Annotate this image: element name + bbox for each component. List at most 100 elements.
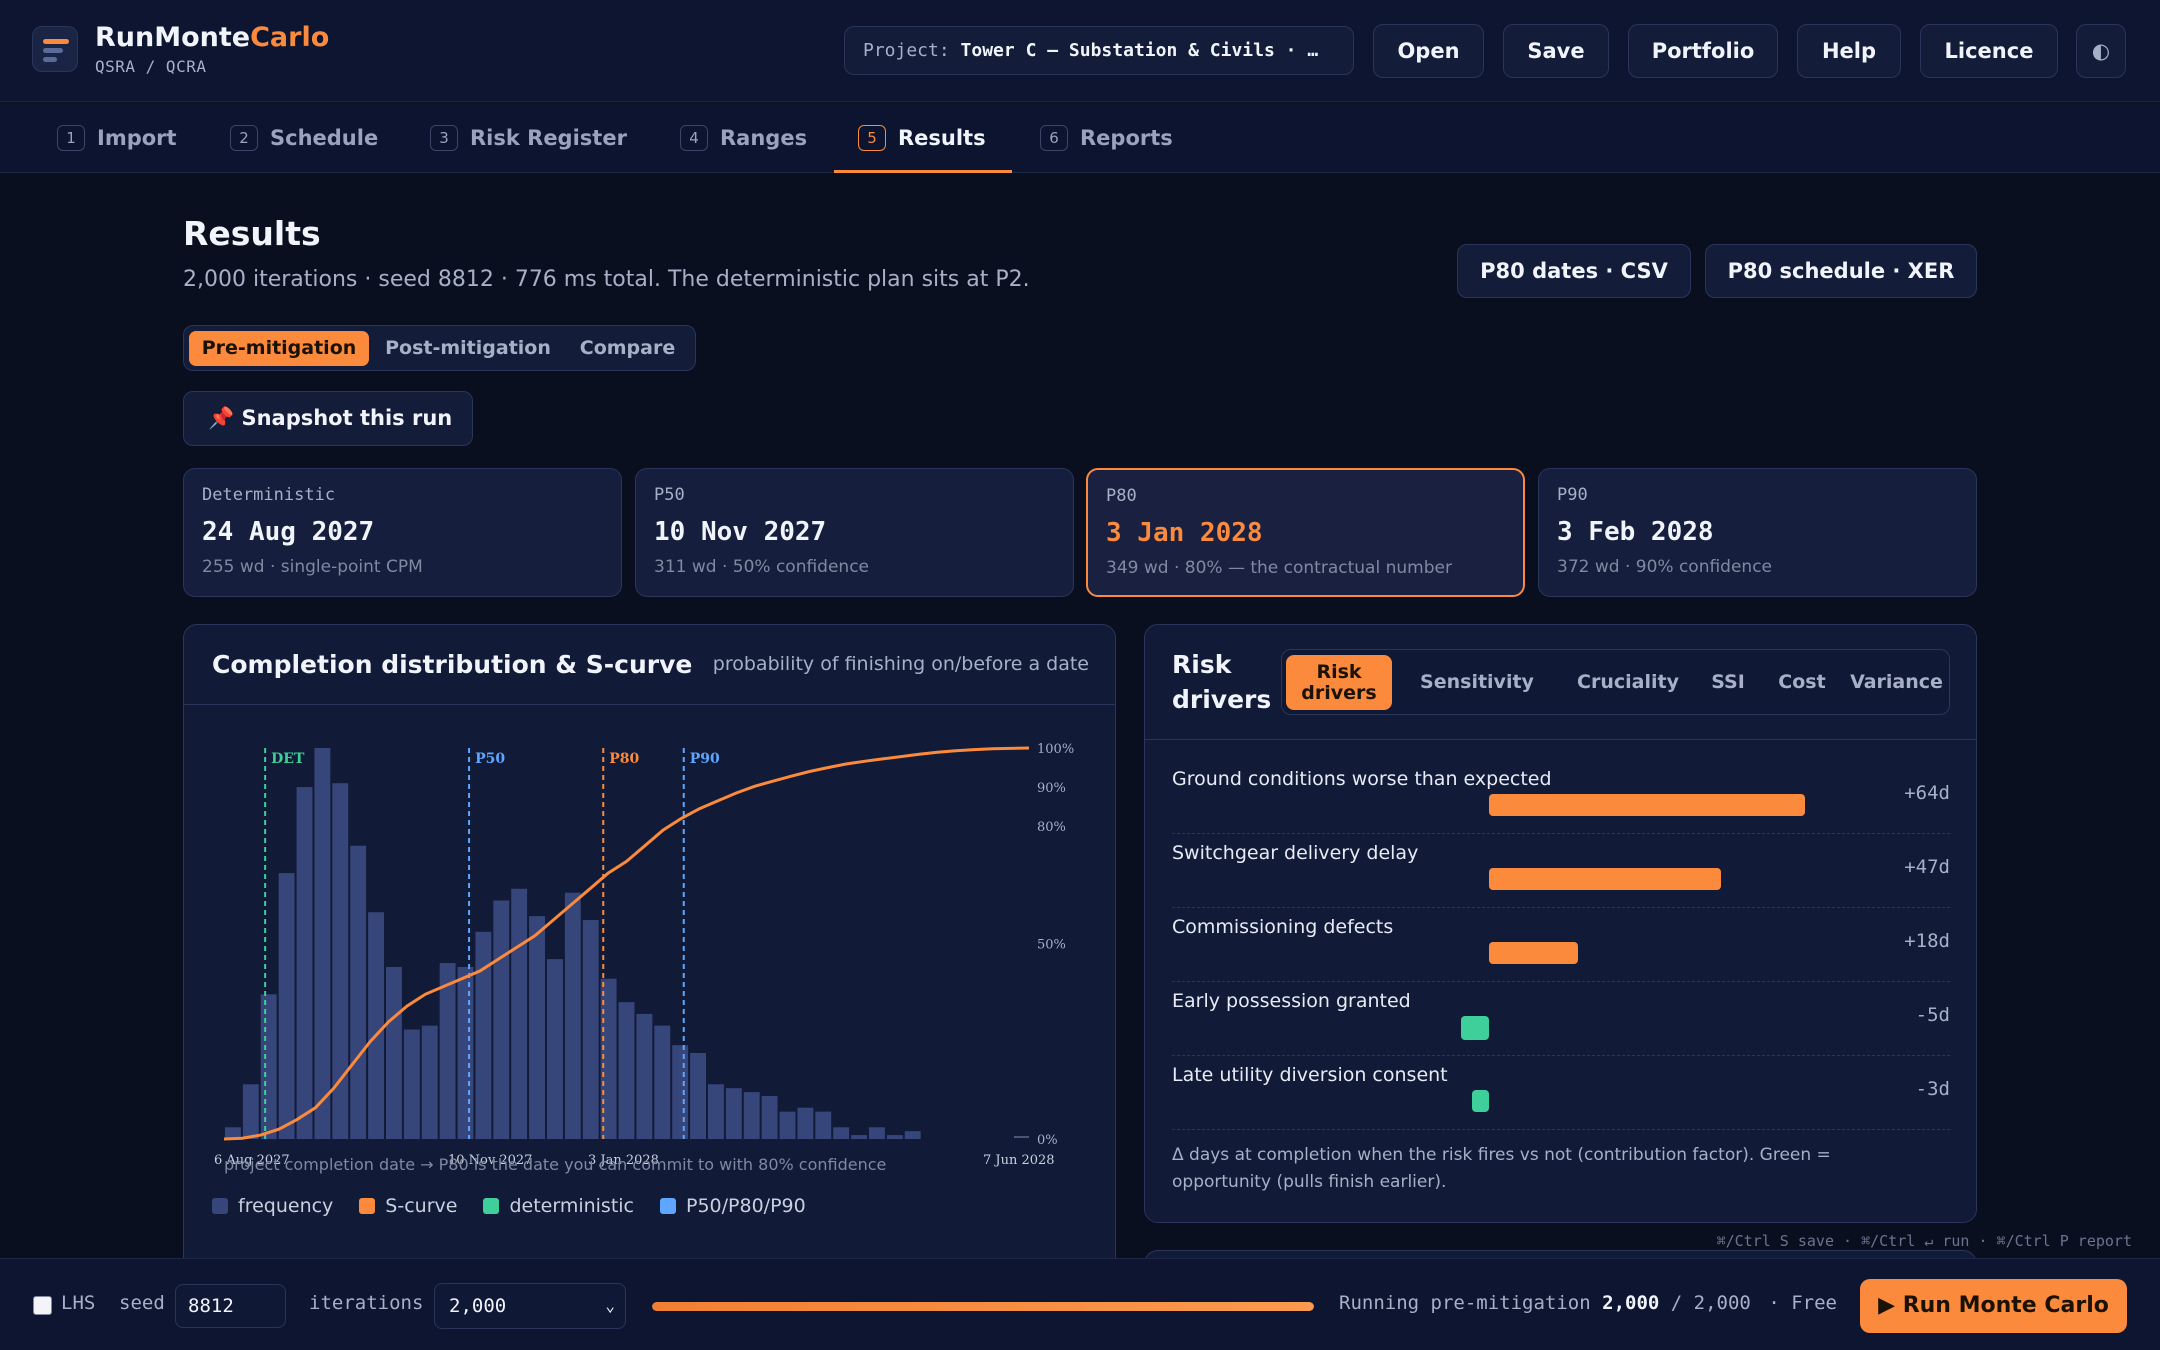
risk-driver-row[interactable]: Switchgear delivery delay +47d [1172, 834, 1950, 908]
histogram-bar [278, 873, 295, 1139]
theme-toggle-icon[interactable]: ◐ [2076, 24, 2126, 78]
tab-ssi[interactable]: SSI [1711, 671, 1745, 693]
histogram-bar [797, 1107, 814, 1139]
tab-cost[interactable]: Cost [1778, 671, 1826, 693]
kpi-label: P50 [654, 485, 685, 505]
risk-name: Commissioning defects [1172, 916, 1394, 938]
histogram-bar [242, 1084, 259, 1139]
risk-driver-row[interactable]: Ground conditions worse than expected +64… [1172, 760, 1950, 834]
kpi-p50: P50 10 Nov 2027 311 wd · 50% confidence [635, 468, 1074, 597]
run-status: Running pre-mitigation 2,000 / 2,000 · F… [1339, 1292, 1837, 1314]
tab-risk-register[interactable]: 3 Risk Register [430, 103, 627, 173]
histogram-bar [511, 888, 528, 1139]
kpi-deterministic: Deterministic 24 Aug 2027 255 wd · singl… [183, 468, 622, 597]
app-subtitle: QSRA / QCRA [95, 57, 207, 76]
percentile-markers: DET P50 P80 P90 [264, 748, 720, 1139]
active-tab-indicator [834, 170, 1012, 173]
risk-name: Early possession granted [1172, 990, 1411, 1012]
risk-driver-row[interactable]: Late utility diversion consent -3d [1172, 1056, 1950, 1130]
threat-impact-bar [1489, 942, 1578, 964]
threat-impact-bar [1489, 794, 1805, 816]
panel-divider [184, 704, 1115, 705]
risk-driver-row[interactable]: Commissioning defects +18d [1172, 908, 1950, 982]
s-curve-line [223, 746, 1030, 1141]
mode-pre-mitigation[interactable]: Pre-mitigation [189, 331, 369, 366]
top-bar: RunMonteCarlo QSRA / QCRA Project: Tower… [0, 0, 2160, 102]
run-monte-carlo-button[interactable]: ▶ Run Monte Carlo [1860, 1279, 2127, 1333]
open-button[interactable]: Open [1373, 24, 1484, 78]
tab-ranges[interactable]: 4 Ranges [680, 103, 807, 173]
x-axis-labels: 6 Aug 2027 10 Nov 2027 3 Jan 2028 7 Jun 202… [214, 1153, 1055, 1168]
legend-deterministic: deterministic [483, 1195, 634, 1217]
histogram-bar [260, 994, 277, 1139]
risk-name: Switchgear delivery delay [1172, 842, 1419, 864]
tab-variance[interactable]: Variance [1850, 671, 1943, 693]
histogram-bar [904, 1131, 921, 1139]
histogram-bar [386, 966, 402, 1139]
save-button[interactable]: Save [1503, 24, 1609, 78]
chart-title: Completion distribution & S-curve [212, 650, 693, 679]
tab-schedule[interactable]: 2 Schedule [230, 103, 378, 173]
risk-analysis-tabs: Risk drivers Sensitivity Cruciality SSI … [1281, 649, 1950, 715]
marker-label-p80: P80 [609, 751, 639, 767]
histogram-bar [475, 931, 492, 1139]
tab-results[interactable]: 5 Results [858, 103, 986, 173]
histogram-bar [761, 1095, 778, 1139]
risk-delta: +64d [1904, 782, 1950, 804]
histogram-bar [654, 1025, 671, 1139]
threat-impact-bar [1489, 868, 1722, 890]
risk-panel-title: Risk drivers [1172, 650, 1272, 714]
mode-compare[interactable]: Compare [579, 337, 676, 359]
kpi-note: 255 wd · single-point CPM [202, 557, 423, 577]
histogram-bar [815, 1111, 832, 1139]
export-csv-button[interactable]: P80 dates · CSV [1457, 244, 1691, 298]
portfolio-button[interactable]: Portfolio [1628, 24, 1778, 78]
kpi-label: P90 [1557, 485, 1588, 505]
histogram-bar [564, 892, 581, 1139]
kpi-label: P80 [1106, 486, 1137, 506]
histogram-bar [457, 966, 474, 1139]
tab-sensitivity[interactable]: Sensitivity [1420, 671, 1534, 693]
histogram-bar [350, 845, 367, 1139]
export-xer-button[interactable]: P80 schedule · XER [1705, 244, 1977, 298]
legend-percentiles: P50/P80/P90 [660, 1195, 806, 1217]
histogram-bar [582, 920, 599, 1139]
lhs-checkbox[interactable] [33, 1296, 52, 1315]
tab-risk-drivers[interactable]: Risk drivers [1286, 655, 1392, 710]
snapshot-button[interactable]: 📌 Snapshot this run [183, 391, 473, 446]
project-selector[interactable]: Project: Tower C — Substation & Civils ·… [844, 26, 1354, 75]
histogram-bar [690, 1052, 706, 1139]
risk-drivers-panel: Risk drivers Risk drivers Sensitivity Cr… [1144, 624, 1977, 1223]
panel-divider [1145, 739, 1976, 740]
risk-delta: -3d [1915, 1078, 1950, 1100]
histogram-bar [833, 1127, 850, 1139]
iterations-select[interactable]: 2,000 ⌄ [434, 1283, 626, 1329]
completion-chart[interactable]: DET P50 P80 P90 100% 90% 80% 50% 0% 6 Aug 2027 1… [184, 705, 1115, 1175]
kpi-value: 10 Nov 2027 [654, 517, 827, 547]
risk-delta: +47d [1904, 856, 1950, 878]
histogram-bar [869, 1127, 885, 1139]
help-button[interactable]: Help [1797, 24, 1901, 78]
run-bar: LHS seed 8812 iterations 2,000 ⌄ Running … [0, 1258, 2160, 1350]
kpi-p90: P90 3 Feb 2028 372 wd · 90% confidence [1538, 468, 1977, 597]
licence-button[interactable]: Licence [1920, 24, 2058, 78]
mode-post-mitigation[interactable]: Post-mitigation [385, 337, 551, 359]
tab-cruciality[interactable]: Cruciality [1577, 671, 1679, 693]
histogram-bar [672, 1045, 689, 1139]
progress-fill [652, 1302, 1314, 1311]
chart-note: probability of finishing on/before a dat… [712, 653, 1089, 675]
seed-input[interactable]: 8812 [175, 1284, 286, 1328]
keyboard-shortcuts-hint: ⌘/Ctrl S save · ⌘/Ctrl ↵ run · ⌘/Ctrl P … [1716, 1232, 2132, 1250]
y-tick-label: 90% [1037, 781, 1066, 796]
legend-s-curve: S-curve [359, 1195, 457, 1217]
risk-footnote: Δ days at completion when the risk fires… [1172, 1145, 1831, 1192]
histogram-bar [600, 978, 617, 1139]
risk-driver-row[interactable]: Early possession granted -5d [1172, 982, 1950, 1056]
kpi-note: 372 wd · 90% confidence [1557, 557, 1773, 577]
kpi-value: 3 Jan 2028 [1106, 518, 1263, 548]
histogram-bar [225, 1127, 241, 1139]
tab-import[interactable]: 1 Import [57, 103, 177, 173]
tab-reports[interactable]: 6 Reports [1040, 103, 1173, 173]
y-axis-labels: 100% 90% 80% 50% 0% [1014, 742, 1074, 1148]
run-progress-bar [652, 1302, 1314, 1311]
